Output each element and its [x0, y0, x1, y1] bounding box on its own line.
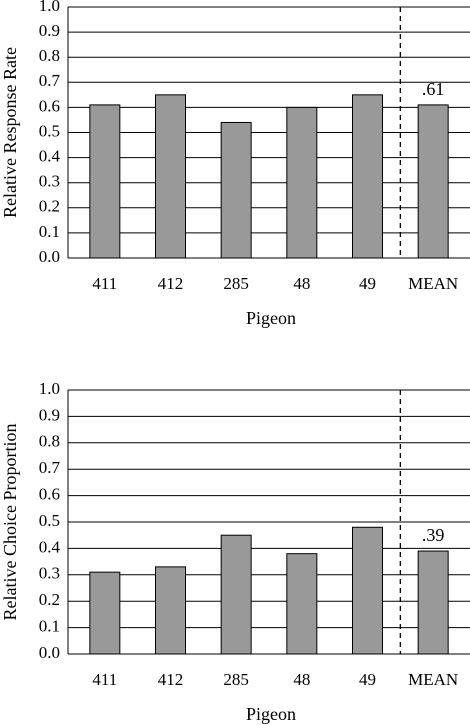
bar [155, 94, 186, 259]
bar [155, 566, 186, 655]
y-tick-label: 0.6 [39, 485, 60, 504]
x-axis-title: Pigeon [246, 704, 296, 724]
y-tick-label: 0.9 [39, 405, 60, 424]
y-axis-title: Relative Choice Proportion [0, 424, 20, 621]
x-tick-label: 412 [158, 670, 184, 689]
bar [417, 550, 449, 655]
bar [220, 534, 252, 655]
y-tick-label: 0.1 [39, 222, 60, 241]
y-tick-label: 0.0 [39, 247, 60, 266]
y-tick-label: 0.8 [39, 432, 60, 451]
y-tick-label: 0.9 [39, 21, 60, 40]
bar [352, 526, 383, 655]
x-tick-label: 412 [158, 274, 184, 293]
bar [286, 106, 318, 259]
value-label: .39 [422, 525, 445, 545]
y-tick-label: 0.0 [39, 643, 60, 662]
y-tick-label: 0.1 [39, 617, 60, 636]
x-tick-label: 411 [92, 670, 117, 689]
y-tick-label: 0.3 [39, 564, 60, 583]
value-label: .61 [422, 79, 445, 99]
y-tick-label: 0.5 [39, 121, 60, 140]
y-tick-label: 0.8 [39, 46, 60, 65]
y-axis-title: Relative Response Rate [0, 47, 20, 218]
bar [417, 104, 449, 259]
y-tick-label: 0.7 [39, 458, 61, 477]
bar [220, 121, 252, 259]
x-tick-label: 48 [293, 670, 310, 689]
y-tick-label: 0.3 [39, 172, 60, 191]
x-tick-label: 285 [223, 274, 249, 293]
x-tick-label: 411 [92, 274, 117, 293]
bar [286, 553, 318, 655]
x-tick-label: MEAN [408, 274, 458, 293]
y-tick-label: 1.0 [39, 0, 60, 15]
y-tick-label: 0.4 [39, 537, 61, 556]
y-tick-label: 0.6 [39, 96, 60, 115]
x-tick-label: 48 [293, 274, 310, 293]
bar [352, 94, 383, 259]
y-tick-label: 0.2 [39, 590, 60, 609]
y-tick-label: 0.2 [39, 197, 60, 216]
x-tick-label: 49 [359, 274, 376, 293]
bar [89, 104, 121, 259]
x-axis-title: Pigeon [246, 308, 296, 328]
y-tick-label: 1.0 [39, 379, 60, 398]
x-tick-label: 285 [223, 670, 249, 689]
bar [89, 571, 121, 655]
y-tick-label: 0.7 [39, 71, 61, 90]
x-tick-label: 49 [359, 670, 376, 689]
y-tick-label: 0.5 [39, 511, 60, 530]
y-tick-label: 0.4 [39, 147, 61, 166]
x-tick-label: MEAN [408, 670, 458, 689]
